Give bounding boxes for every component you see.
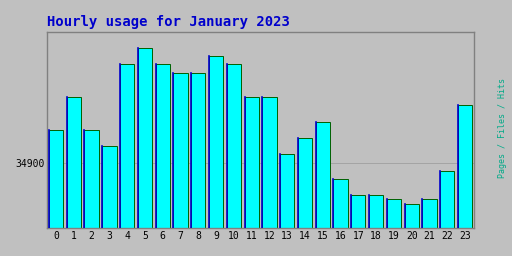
Bar <box>102 146 117 256</box>
Bar <box>138 48 152 256</box>
Bar <box>174 72 187 256</box>
Bar <box>209 56 223 256</box>
Bar <box>67 97 81 256</box>
Bar <box>387 199 401 256</box>
Text: Pages / Files / Hits: Pages / Files / Hits <box>498 78 507 178</box>
Bar <box>422 199 437 256</box>
Bar <box>227 64 241 256</box>
Bar <box>404 204 419 256</box>
Bar <box>369 195 383 256</box>
Bar <box>49 130 63 256</box>
Bar <box>191 72 205 256</box>
Text: Hourly usage for January 2023: Hourly usage for January 2023 <box>47 15 290 29</box>
Bar <box>458 105 472 256</box>
Bar <box>84 130 99 256</box>
Bar <box>156 64 170 256</box>
Bar <box>333 179 348 256</box>
Bar <box>262 97 276 256</box>
Bar <box>280 154 294 256</box>
Bar <box>120 64 134 256</box>
Bar <box>298 138 312 256</box>
Bar <box>440 171 454 256</box>
Bar <box>351 195 366 256</box>
Bar <box>316 122 330 256</box>
Bar <box>245 97 259 256</box>
